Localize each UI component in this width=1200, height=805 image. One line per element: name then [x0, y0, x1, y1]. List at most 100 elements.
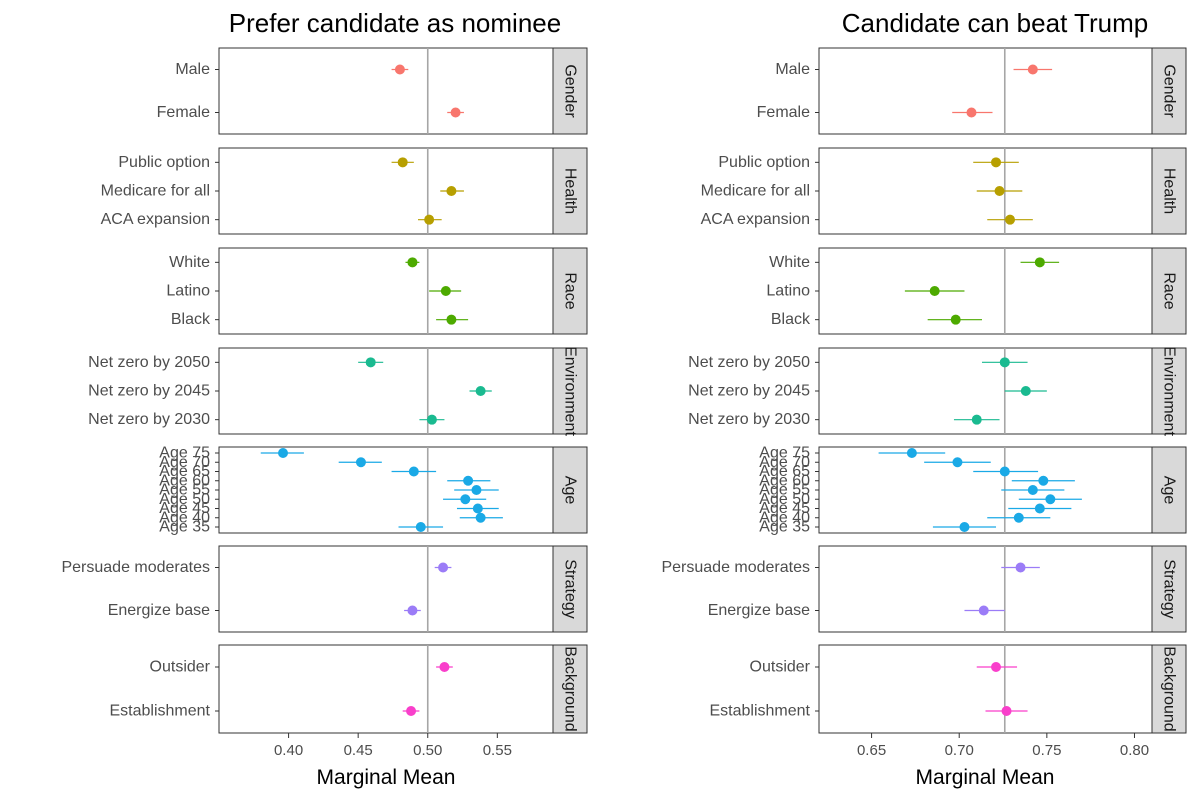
- level-public-option: Public option: [718, 154, 1019, 171]
- level-net-zero-by-2050: Net zero by 2050: [88, 354, 384, 371]
- data-point: [406, 706, 417, 716]
- data-point: [1013, 512, 1024, 523]
- data-point: [929, 286, 940, 296]
- data-point: [991, 662, 1002, 672]
- level-age-70: Age 70: [759, 454, 991, 471]
- facet-race: Race White Latino Black: [766, 247, 1187, 335]
- level-age-50: Age 50: [759, 491, 1082, 508]
- level-persuade-moderates: Persuade moderates: [661, 559, 1040, 576]
- level-female: Female: [757, 104, 993, 121]
- data-point: [415, 522, 426, 532]
- data-point: [472, 503, 483, 514]
- data-point: [475, 512, 486, 523]
- strip-label-background: Background: [562, 646, 579, 731]
- y-tick-label: White: [169, 254, 210, 271]
- level-white: White: [769, 254, 1060, 271]
- y-tick-label: Age 40: [759, 509, 810, 526]
- chart-1: Prefer candidate as nominee Gender Male Fem…: [61, 8, 588, 789]
- y-tick-label: Age 60: [759, 472, 810, 489]
- data-point: [424, 214, 435, 225]
- level-persuade-moderates: Persuade moderates: [61, 559, 452, 576]
- facet-strip: [1151, 644, 1187, 734]
- strip-label-age: Age: [562, 476, 579, 505]
- x-axis: 0.65 0.70 0.75 0.80: [857, 733, 1149, 759]
- data-point: [475, 386, 486, 396]
- data-point: [959, 522, 970, 532]
- level-age-40: Age 40: [759, 509, 1051, 526]
- data-point: [407, 605, 418, 616]
- level-medicare-for-all: Medicare for all: [701, 183, 1023, 200]
- y-tick-label: Medicare for all: [701, 183, 810, 200]
- y-tick-label: Male: [175, 61, 210, 78]
- data-point: [439, 662, 450, 672]
- facet-strip: [552, 47, 588, 135]
- facet-strip: [552, 446, 588, 534]
- y-tick-label: Energize base: [108, 602, 210, 619]
- y-tick-label: Net zero by 2050: [688, 354, 810, 371]
- level-age-45: Age 45: [159, 500, 499, 517]
- level-age-60: Age 60: [759, 472, 1075, 489]
- data-point: [1027, 64, 1038, 75]
- level-age-75: Age 75: [159, 445, 304, 462]
- y-tick-label: Black: [171, 311, 211, 328]
- facet-panel: [818, 644, 1153, 734]
- level-net-zero-by-2030: Net zero by 2030: [88, 411, 445, 428]
- y-tick-label: Age 70: [759, 454, 810, 471]
- level-age-65: Age 65: [159, 463, 437, 480]
- level-age-55: Age 55: [159, 482, 499, 499]
- facet-panel: [818, 247, 1153, 335]
- data-point: [994, 186, 1005, 196]
- level-latino: Latino: [166, 283, 462, 300]
- data-point: [460, 494, 471, 505]
- data-point: [426, 414, 437, 425]
- facet-panel: [818, 545, 1153, 633]
- data-point: [971, 414, 982, 425]
- y-tick-label: Energize base: [708, 602, 810, 619]
- data-point: [1045, 494, 1056, 505]
- x-tick-label: 0.55: [483, 742, 512, 759]
- facet-panel: [218, 644, 554, 734]
- level-age-35: Age 35: [759, 519, 997, 536]
- level-age-75: Age 75: [759, 445, 946, 462]
- y-tick-label: Age 65: [759, 463, 810, 480]
- level-net-zero-by-2045: Net zero by 2045: [688, 383, 1047, 400]
- strip-label-strategy: Strategy: [1161, 559, 1178, 619]
- data-point: [397, 157, 408, 168]
- data-point: [1027, 485, 1038, 495]
- facet-panel: [818, 347, 1153, 435]
- data-point: [1038, 475, 1049, 486]
- data-point: [438, 562, 449, 573]
- data-point: [999, 357, 1010, 368]
- data-point: [1015, 562, 1026, 573]
- level-net-zero-by-2050: Net zero by 2050: [688, 354, 1028, 371]
- y-tick-label: Net zero by 2030: [688, 411, 810, 428]
- facet-panel: [218, 545, 554, 633]
- y-tick-label: Public option: [718, 154, 810, 171]
- facet-strip: [552, 247, 588, 335]
- data-point: [950, 314, 961, 325]
- level-age-40: Age 40: [159, 509, 503, 526]
- x-tick-label: 0.50: [413, 742, 442, 759]
- data-point: [1001, 706, 1012, 716]
- strip-label-environment: Environment: [1161, 346, 1178, 436]
- facet-strip: [1151, 47, 1187, 135]
- data-point: [1034, 257, 1045, 268]
- data-point: [952, 457, 963, 468]
- facet-panel: [818, 47, 1153, 135]
- data-point: [463, 475, 474, 486]
- level-latino: Latino: [766, 283, 965, 300]
- strip-label-race: Race: [562, 272, 579, 309]
- level-energize-base: Energize base: [108, 602, 421, 619]
- x-tick-label: 0.45: [344, 742, 373, 759]
- x-tick-label: 0.75: [1032, 742, 1061, 759]
- strip-label-health: Health: [562, 168, 579, 214]
- facet-health: Health Public option Medicare for all ACA e…: [701, 147, 1187, 235]
- data-point: [355, 457, 366, 468]
- y-tick-label: Public option: [118, 154, 210, 171]
- level-aca-expansion: ACA expansion: [701, 211, 1033, 228]
- facet-environment: Environment Net zero by 2050 Net zero by 2…: [88, 346, 588, 436]
- y-tick-label: Age 55: [159, 482, 210, 499]
- strip-label-age: Age: [1161, 476, 1178, 505]
